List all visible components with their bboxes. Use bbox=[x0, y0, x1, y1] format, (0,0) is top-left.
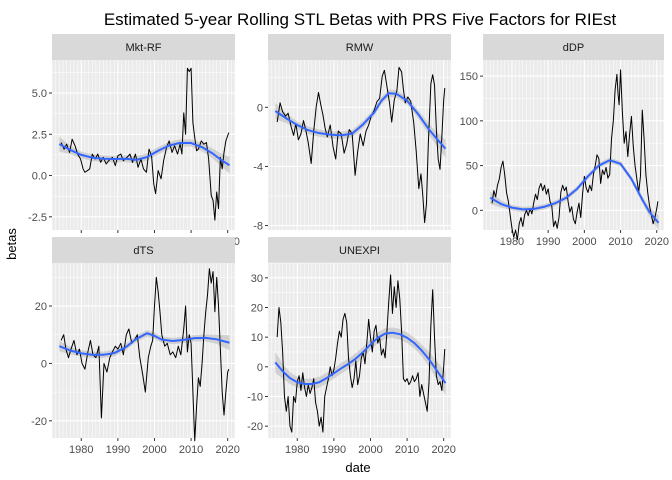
strip-label-rmw: RMW bbox=[346, 42, 374, 54]
strip-label-ddp: dDP bbox=[563, 42, 584, 54]
facet-panels: Mkt-RF-2.50.02.55.019801990200020102020R… bbox=[28, 34, 669, 456]
x-tick-label: 1980 bbox=[500, 236, 524, 248]
x-tick-label: 2010 bbox=[608, 236, 632, 248]
strip-mkt-rf bbox=[52, 34, 235, 60]
y-tick-label: 20 bbox=[251, 302, 263, 314]
x-tick-label: 2000 bbox=[572, 236, 596, 248]
y-tick-label: -8 bbox=[253, 221, 263, 233]
y-tick-label: 0.0 bbox=[32, 171, 47, 183]
smoother-line-mkt-rf bbox=[58, 141, 231, 167]
confidence-band-unexpi bbox=[275, 327, 446, 395]
smoother-line-rmw bbox=[274, 92, 447, 150]
y-tick-label: 5.0 bbox=[32, 88, 47, 100]
y-axis-title: betas bbox=[4, 228, 19, 260]
strip-rmw bbox=[268, 34, 451, 60]
confidence-band-rmw bbox=[275, 89, 446, 158]
chart-title: Estimated 5-year Rolling STL Betas with … bbox=[104, 10, 617, 29]
panel-rmw: RMW -8 -4 0 bbox=[253, 34, 452, 233]
y-tick-label: 0 bbox=[472, 205, 478, 217]
y-tick-label: 10 bbox=[251, 332, 263, 344]
y-tick-label: -2.5 bbox=[28, 212, 47, 224]
x-tick-label: 2020 bbox=[645, 236, 669, 248]
x-tick-label: 1990 bbox=[536, 236, 560, 248]
x-tick-label: 2000 bbox=[358, 444, 382, 456]
y-tick-label: -10 bbox=[247, 391, 263, 403]
strip-ddp bbox=[483, 34, 664, 60]
strip-unexpi bbox=[268, 237, 451, 263]
y-tick-label: 150 bbox=[460, 71, 478, 83]
beta-series-line-unexpi bbox=[276, 274, 446, 433]
y-tick-label: -20 bbox=[247, 421, 263, 433]
strip-label-mkt-rf: Mkt-RF bbox=[125, 42, 161, 54]
beta-series-line-mkt-rf bbox=[60, 67, 230, 221]
smoother-line-ddp bbox=[489, 159, 660, 224]
y-tick-label: 100 bbox=[460, 116, 478, 128]
strip-label-unexpi: UNEXPI bbox=[339, 245, 380, 257]
y-tick-label: 0 bbox=[257, 362, 263, 374]
panel-ddp: dDP 0 50 100 150 1980 1990 2000 2010 2020 bbox=[460, 34, 669, 248]
x-axis-title: date bbox=[345, 460, 370, 475]
beta-series-line-ddp bbox=[491, 69, 659, 241]
y-tick-label: -4 bbox=[253, 161, 263, 173]
beta-series-line-rmw bbox=[276, 66, 446, 224]
x-tick-label: 2010 bbox=[395, 444, 419, 456]
x-tick-label: 2010 bbox=[179, 444, 203, 456]
x-tick-label: 1980 bbox=[69, 444, 93, 456]
confidence-band-mkt-rf bbox=[59, 136, 230, 174]
x-tick-label: 2020 bbox=[431, 444, 455, 456]
panel-dts: dTS -20 0 20 1980 1990 2000 2010 2020 bbox=[31, 237, 240, 456]
panel-unexpi: UNEXPI -20 -10 0 10 20 30 1980 1990 2000 2010 2020 bbox=[247, 237, 456, 456]
x-tick-label: 1980 bbox=[285, 444, 309, 456]
y-tick-label: 50 bbox=[466, 161, 478, 173]
x-tick-label: 2020 bbox=[215, 444, 239, 456]
y-tick-label: 0 bbox=[257, 102, 263, 114]
strip-dts bbox=[52, 237, 235, 263]
x-tick-label: 1990 bbox=[106, 444, 130, 456]
y-tick-label: -20 bbox=[31, 416, 47, 428]
gridlines-ddp bbox=[482, 60, 665, 230]
x-tick-label: 2000 bbox=[142, 444, 166, 456]
smoother-line-dts bbox=[58, 332, 230, 356]
strip-label-dts: dTS bbox=[133, 245, 153, 257]
y-tick-label: 20 bbox=[35, 301, 47, 313]
y-tick-label: 0 bbox=[41, 358, 47, 370]
y-tick-label: 30 bbox=[251, 273, 263, 285]
smoother-line-unexpi bbox=[274, 331, 447, 386]
x-tick-label: 1990 bbox=[322, 444, 346, 456]
y-tick-label: 2.5 bbox=[32, 129, 47, 141]
